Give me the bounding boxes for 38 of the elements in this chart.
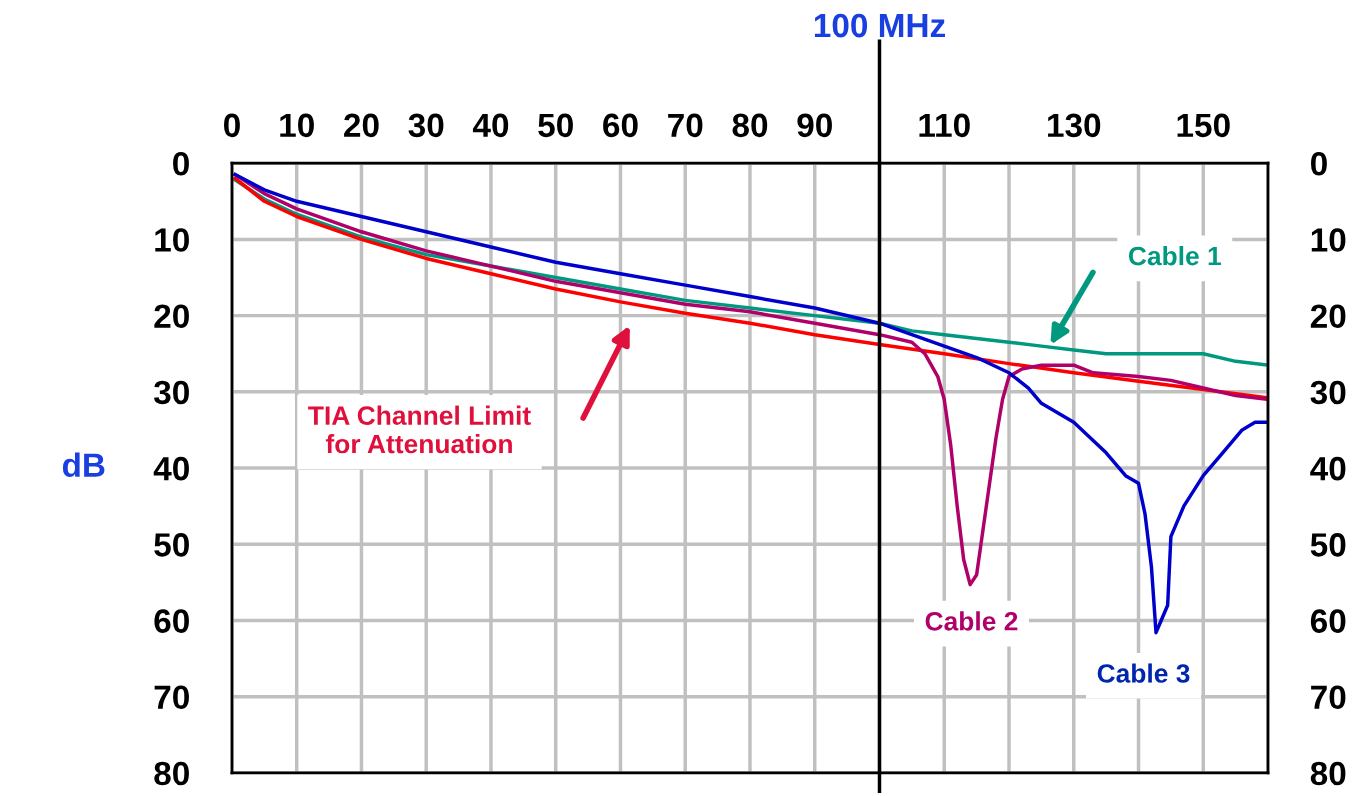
x-tick-label: 0 [224,113,240,138]
x-tick-label: 30 [408,113,444,138]
annotation: TIA Channel Limit for Attenuation [308,405,531,454]
x-tick-label: 20 [344,113,379,138]
y2-tick-label: 50 [1310,533,1346,557]
y2-tick-label: 10 [1311,228,1346,252]
y2-tick-label: 70 [1311,685,1346,710]
y-tick-label: 20 [154,304,189,329]
y-tick-label: 70 [154,685,189,710]
y2-tick-label: 40 [1310,456,1346,481]
y-tick-label: 80 [154,761,189,786]
y-tick-label: 30 [153,380,189,405]
annotation: Cable 1 [1128,246,1221,266]
x-tick-label: 40 [472,113,509,138]
y2-tick-label: 60 [1310,609,1346,633]
y-tick-label: 0 [173,151,189,176]
x-tick-label: 80 [732,113,768,138]
line-series [233,176,1269,400]
x-tick-label: 50 [538,113,573,138]
y-tick-label: 40 [153,456,189,481]
annotation: Cable 2 [925,611,1018,631]
y-axis-title: dB [62,452,105,477]
y-tick-label: 10 [155,228,189,252]
ref-line-label: 100 MHz [814,13,945,38]
x-tick-label: 70 [668,113,703,138]
x-tick-label: 110 [919,113,970,138]
x-tick-label: 10 [280,113,314,138]
y-tick-label: 60 [154,609,189,633]
y2-tick-label: 80 [1310,761,1346,786]
x-tick-label: 60 [603,113,638,138]
x-tick-label: 150 [1177,113,1230,138]
x-tick-label: 130 [1048,113,1101,138]
y2-tick-label: 30 [1310,380,1346,405]
y2-tick-label: 0 [1311,151,1327,176]
y2-tick-label: 20 [1310,304,1346,329]
annotation: Cable 3 [1097,663,1190,683]
y-tick-label: 50 [154,533,189,557]
x-tick-label: 90 [797,113,832,138]
